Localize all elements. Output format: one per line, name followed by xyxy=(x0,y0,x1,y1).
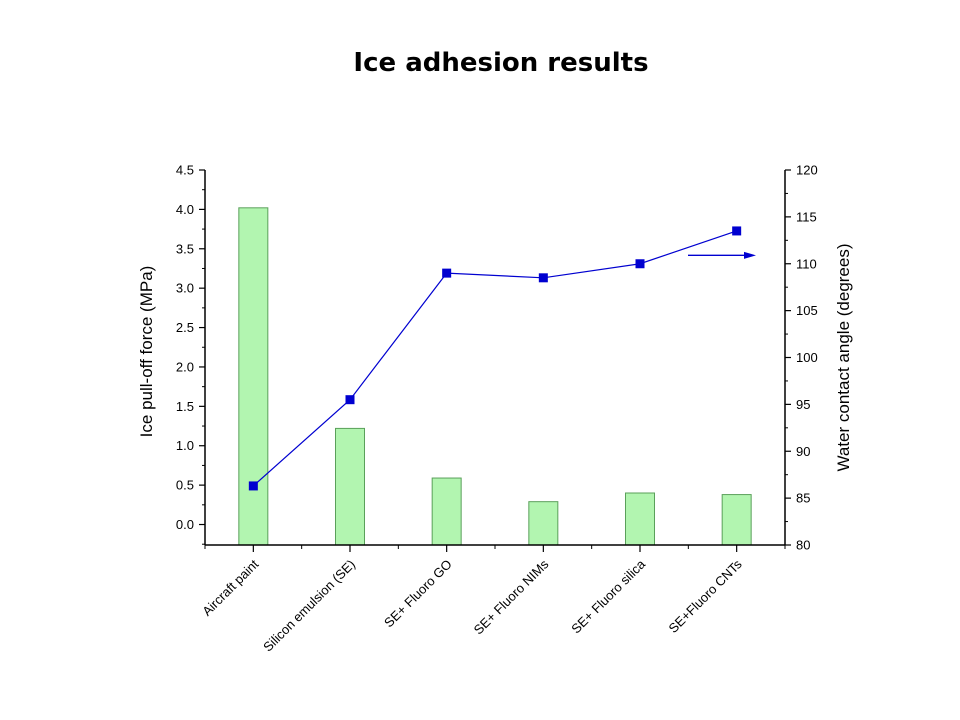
contact-angle-point-1 xyxy=(345,395,355,405)
left-axis-title: Ice pull-off force (MPa) xyxy=(137,266,156,438)
bars-layer xyxy=(238,207,752,546)
right-tick-label-7: 115 xyxy=(796,209,817,224)
bar-3 xyxy=(528,501,559,546)
left-tick-label-4: 2.0 xyxy=(176,359,194,374)
left-tick-label-0: 0.0 xyxy=(176,517,194,532)
category-label-5: SE+Fluoro CNTs xyxy=(665,556,745,636)
left-tick-label-7: 3.5 xyxy=(176,241,194,256)
right-tick-label-6: 110 xyxy=(796,256,817,271)
chart-title: Ice adhesion results xyxy=(353,48,649,78)
right-axis-title: Water contact angle (degrees) xyxy=(834,243,853,471)
contact-angle-point-2 xyxy=(442,268,452,278)
left-tick-label-1: 0.5 xyxy=(176,478,194,493)
right-tick-label-3: 95 xyxy=(796,397,810,412)
right-tick-label-8: 120 xyxy=(796,163,818,178)
axes-layer xyxy=(199,169,791,552)
left-tick-label-2: 1.0 xyxy=(176,438,194,453)
bar-2 xyxy=(431,477,462,546)
contact-angle-point-3 xyxy=(538,273,548,283)
category-label-4: SE+ Fluoro silica xyxy=(568,556,648,636)
line-layer xyxy=(248,226,756,491)
right-tick-label-2: 90 xyxy=(796,444,810,459)
bar-5 xyxy=(721,494,752,546)
right-tick-label-4: 100 xyxy=(796,350,818,365)
right-tick-label-5: 105 xyxy=(796,303,818,318)
left-tick-label-9: 4.5 xyxy=(176,163,194,178)
category-label-1: Silicon emulsion (SE) xyxy=(260,557,358,655)
contact-angle-point-0 xyxy=(248,481,258,491)
category-label-3: SE+ Fluoro NIMs xyxy=(471,556,552,637)
right-axis-indicator-arrowhead xyxy=(744,251,756,259)
contact-angle-line xyxy=(252,230,737,487)
right-tick-label-1: 85 xyxy=(796,491,810,506)
contact-angle-point-4 xyxy=(635,259,645,269)
right-tick-label-0: 80 xyxy=(796,538,810,553)
bar-4 xyxy=(625,492,655,546)
contact-angle-point-5 xyxy=(732,226,742,236)
category-label-0: Aircraft paint xyxy=(199,556,261,618)
category-label-2: SE+ Fluoro GO xyxy=(381,557,455,631)
left-tick-label-8: 4.0 xyxy=(176,202,194,217)
left-tick-label-5: 2.5 xyxy=(176,320,194,335)
bar-1 xyxy=(335,427,365,546)
left-tick-label-6: 3.0 xyxy=(176,281,194,296)
bar-0 xyxy=(238,207,269,546)
left-tick-label-3: 1.5 xyxy=(176,399,194,414)
